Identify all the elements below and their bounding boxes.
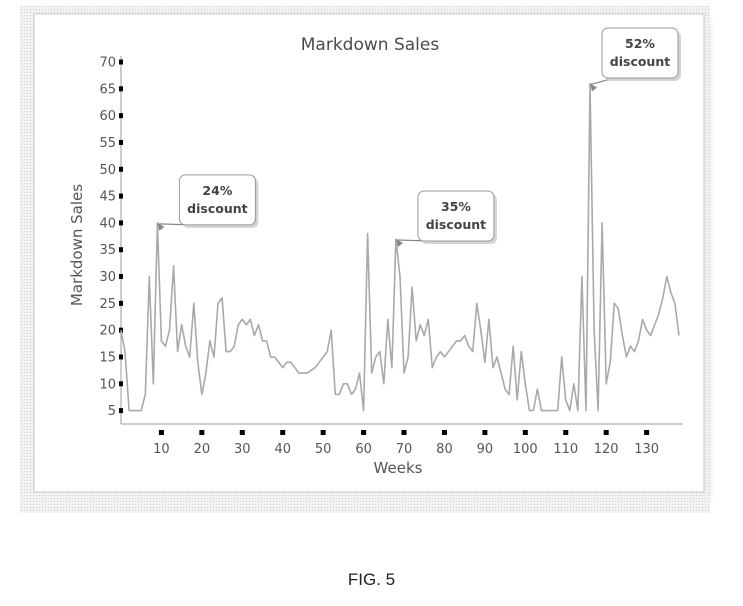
annotation-callout: 35% discount xyxy=(395,190,497,247)
x-tick-label: 90 xyxy=(477,442,494,457)
x-tick-mark xyxy=(644,430,650,435)
y-tick-label: 5 xyxy=(108,404,116,419)
y-tick-label: 45 xyxy=(99,190,116,205)
y-tick-mark xyxy=(119,408,123,414)
y-tick-label: 35 xyxy=(99,243,116,258)
annotation-callout: 52% discount xyxy=(590,27,682,92)
x-tick-mark xyxy=(441,430,447,435)
callout-label: discount xyxy=(610,54,670,69)
x-tick-mark xyxy=(482,430,488,435)
figure-caption: FIG. 5 xyxy=(347,570,396,589)
x-tick-mark xyxy=(361,430,367,435)
ticks: 5 10 15 20 25 30 35 40 45 50 55 60 65 70 10 20 30 40 50 60 7… xyxy=(99,56,659,458)
y-tick-label: 10 xyxy=(99,377,116,392)
y-tick-label: 55 xyxy=(99,136,116,151)
y-tick-label: 65 xyxy=(99,82,116,97)
y-tick-label: 15 xyxy=(99,350,116,365)
x-tick-label: 50 xyxy=(315,442,332,457)
callout-box xyxy=(417,190,495,242)
x-tick-mark xyxy=(522,430,528,435)
callout-arrowhead xyxy=(395,238,403,247)
y-tick-mark xyxy=(119,59,123,65)
callout-box xyxy=(178,174,256,226)
y-tick-label: 25 xyxy=(99,297,116,312)
y-tick-label: 30 xyxy=(99,270,116,285)
x-tick-label: 70 xyxy=(396,442,413,457)
x-tick-label: 20 xyxy=(194,442,211,457)
annotations: 24% discount 35% discount 52% discount xyxy=(157,27,682,247)
x-tick-mark xyxy=(401,430,407,435)
callout-arrowhead xyxy=(157,222,165,231)
x-tick-label: 30 xyxy=(234,442,251,457)
series-line xyxy=(120,82,680,412)
x-tick-label: 40 xyxy=(274,442,291,457)
x-tick-mark xyxy=(239,430,245,435)
y-tick-mark xyxy=(119,86,123,92)
y-tick-label: 70 xyxy=(99,56,116,71)
y-tick-mark xyxy=(119,193,123,199)
series xyxy=(120,82,680,412)
x-tick-label: 120 xyxy=(594,442,619,457)
callout-label: 35% xyxy=(441,199,471,214)
y-tick-mark xyxy=(119,381,123,387)
y-tick-label: 40 xyxy=(99,216,116,231)
y-tick-label: 60 xyxy=(99,109,116,124)
y-tick-mark xyxy=(119,300,123,306)
x-tick-mark xyxy=(280,430,286,435)
x-tick-mark xyxy=(563,430,569,435)
y-tick-mark xyxy=(119,354,123,360)
y-tick-label: 20 xyxy=(99,324,116,339)
y-tick-mark xyxy=(119,113,123,119)
y-tick-label: 50 xyxy=(99,163,116,178)
x-tick-label: 60 xyxy=(355,442,372,457)
y-tick-mark xyxy=(119,274,123,280)
y-tick-mark xyxy=(119,247,123,253)
callout-box xyxy=(601,27,679,79)
x-tick-label: 10 xyxy=(153,442,170,457)
callout-label: discount xyxy=(187,201,247,216)
annotation-callout: 24% discount xyxy=(157,174,259,231)
callout-label: 24% xyxy=(202,183,232,198)
chart-title: Markdown Sales xyxy=(301,35,440,55)
y-tick-mark xyxy=(119,139,123,145)
x-tick-label: 80 xyxy=(436,442,453,457)
y-tick-mark xyxy=(119,220,123,226)
x-tick-label: 130 xyxy=(634,442,659,457)
y-tick-mark xyxy=(119,166,123,172)
x-tick-label: 100 xyxy=(513,442,538,457)
callout-arrowhead xyxy=(590,83,598,92)
x-tick-mark xyxy=(158,430,164,435)
callout-label: 52% xyxy=(625,36,655,51)
x-axis-label: Weeks xyxy=(374,459,423,477)
x-tick-mark xyxy=(199,430,205,435)
x-tick-mark xyxy=(603,430,609,435)
x-tick-mark xyxy=(320,430,326,435)
y-axis-label: Markdown Sales xyxy=(68,184,86,306)
x-tick-label: 110 xyxy=(553,442,578,457)
callout-label: discount xyxy=(426,217,486,232)
